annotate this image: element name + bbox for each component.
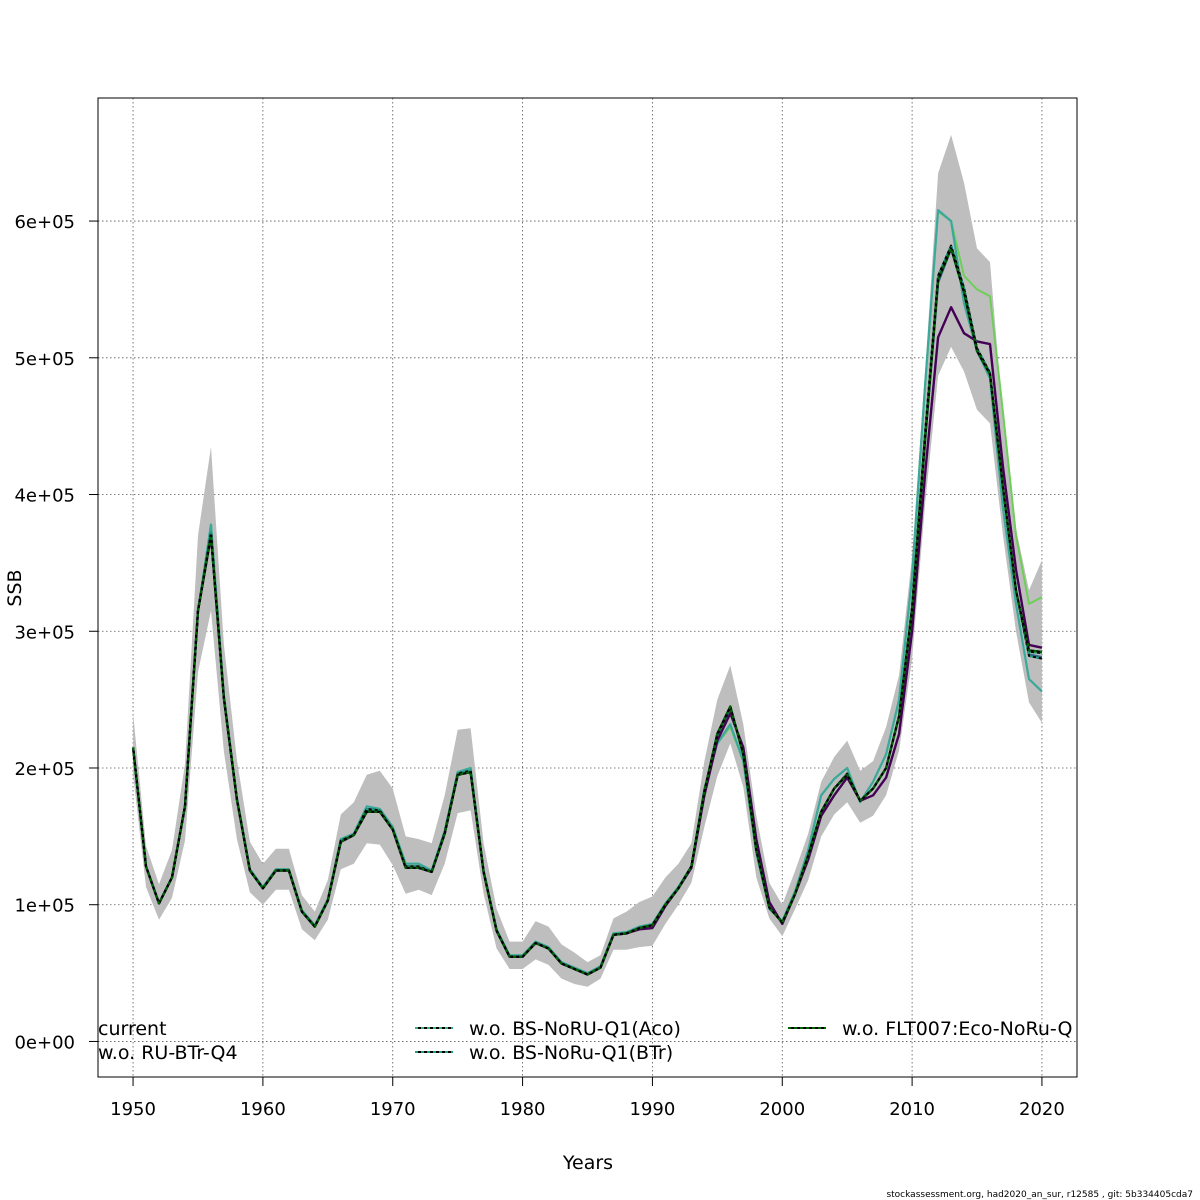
x-tick-label: 2010 [889, 1099, 935, 1120]
series-line [132, 247, 1043, 976]
legend-label: w.o. RU-BTr-Q4 [98, 1042, 238, 1064]
x-tick-label: 1980 [500, 1099, 546, 1120]
y-tick-label: 1e+05 [14, 896, 75, 917]
legend-label: current [98, 1018, 167, 1040]
x-tick-label: 2000 [759, 1099, 805, 1120]
series-layer [131, 209, 1043, 976]
y-tick-label: 4e+05 [14, 486, 75, 507]
series-line [132, 209, 1043, 975]
axis-ticks: 1950 1960 1970 1980 1990 2000 2010 2020 0e+00 1e+… [14, 212, 1064, 1120]
y-tick-label: 3e+05 [14, 622, 75, 643]
confidence-band [133, 134, 1042, 987]
plot-frame [97, 97, 1078, 1078]
confidence-band-layer [133, 134, 1042, 987]
legend-label: w.o. BS-NoRU-Q1(Aco) [469, 1018, 681, 1040]
y-tick-label: 2e+05 [14, 759, 75, 780]
x-tick-label: 1970 [370, 1099, 416, 1120]
footer-credit: stockassessment.org, had2020_an_sur, r12… [886, 1190, 1193, 1200]
y-tick-label: 5e+05 [14, 349, 75, 370]
x-tick-label: 1960 [240, 1099, 286, 1120]
x-axis-title: Years [562, 1152, 613, 1174]
x-tick-label: 1990 [630, 1099, 676, 1120]
grid-lines [98, 98, 1077, 1077]
legend-label: w.o. BS-NoRu-Q1(BTr) [469, 1042, 673, 1064]
y-axis-title: SSB [4, 569, 26, 606]
y-tick-label: 0e+00 [14, 1032, 75, 1053]
legend-label: w.o. FLT007:Eco-NoRu-Q [842, 1018, 1072, 1040]
x-tick-label: 2020 [1019, 1099, 1065, 1120]
y-tick-label: 6e+05 [14, 212, 75, 233]
x-tick-label: 1950 [110, 1099, 156, 1120]
